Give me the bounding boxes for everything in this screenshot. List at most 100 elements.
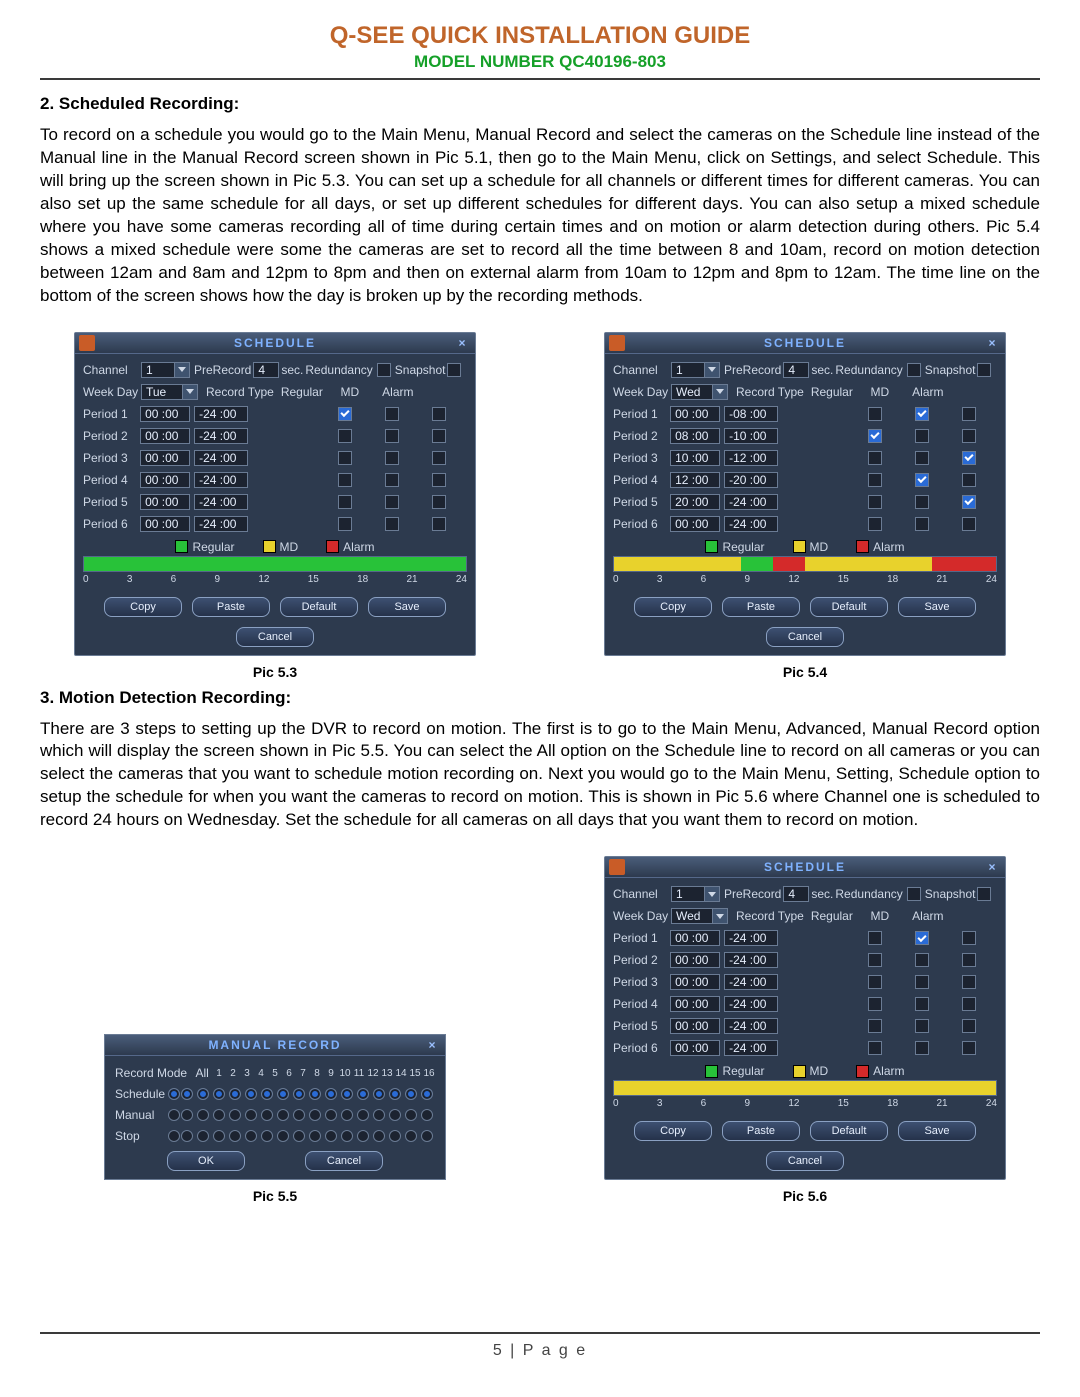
time-from[interactable]: 00 :00 xyxy=(670,930,720,946)
time-to[interactable]: -10 :00 xyxy=(724,428,778,444)
chk-alarm[interactable] xyxy=(432,517,446,531)
snapshot-checkbox[interactable] xyxy=(977,363,991,377)
radio-ch[interactable] xyxy=(405,1088,417,1100)
radio-ch[interactable] xyxy=(245,1088,257,1100)
chk-alarm[interactable] xyxy=(432,495,446,509)
time-from[interactable]: 00 :00 xyxy=(140,406,190,422)
chk-alarm[interactable] xyxy=(962,407,976,421)
paste-button[interactable]: Paste xyxy=(722,1121,800,1141)
chk-alarm[interactable] xyxy=(962,931,976,945)
time-to[interactable]: -24 :00 xyxy=(724,996,778,1012)
radio-ch[interactable] xyxy=(341,1130,353,1142)
chk-regular[interactable] xyxy=(868,997,882,1011)
redundancy-checkbox[interactable] xyxy=(907,887,921,901)
chk-regular[interactable] xyxy=(338,407,352,421)
radio-ch[interactable] xyxy=(213,1109,225,1121)
chk-regular[interactable] xyxy=(868,1041,882,1055)
snapshot-checkbox[interactable] xyxy=(447,363,461,377)
time-to[interactable]: -20 :00 xyxy=(724,472,778,488)
close-icon[interactable]: × xyxy=(985,335,1001,351)
chk-regular[interactable] xyxy=(868,517,882,531)
radio-ch[interactable] xyxy=(293,1130,305,1142)
radio-ch[interactable] xyxy=(181,1109,193,1121)
time-to[interactable]: -24 :00 xyxy=(724,1040,778,1056)
save-button[interactable]: Save xyxy=(368,597,446,617)
radio-ch[interactable] xyxy=(197,1130,209,1142)
radio-all[interactable] xyxy=(168,1109,180,1121)
time-from[interactable]: 10 :00 xyxy=(670,450,720,466)
radio-ch[interactable] xyxy=(357,1109,369,1121)
time-to[interactable]: -24 :00 xyxy=(724,1018,778,1034)
radio-ch[interactable] xyxy=(181,1130,193,1142)
chk-alarm[interactable] xyxy=(962,495,976,509)
chk-md[interactable] xyxy=(915,975,929,989)
snapshot-checkbox[interactable] xyxy=(977,887,991,901)
time-to[interactable]: -24 :00 xyxy=(724,974,778,990)
time-from[interactable]: 00 :00 xyxy=(140,472,190,488)
chk-md[interactable] xyxy=(915,451,929,465)
chk-md[interactable] xyxy=(915,1041,929,1055)
chk-md[interactable] xyxy=(915,953,929,967)
radio-ch[interactable] xyxy=(389,1109,401,1121)
close-icon[interactable]: × xyxy=(455,335,471,351)
chk-regular[interactable] xyxy=(868,473,882,487)
radio-ch[interactable] xyxy=(341,1109,353,1121)
chk-regular[interactable] xyxy=(338,451,352,465)
radio-ch[interactable] xyxy=(293,1109,305,1121)
channel-select[interactable]: 1 xyxy=(671,362,720,378)
redundancy-checkbox[interactable] xyxy=(377,363,391,377)
chk-alarm[interactable] xyxy=(962,429,976,443)
weekday-select[interactable]: Wed xyxy=(671,384,728,400)
radio-ch[interactable] xyxy=(277,1088,289,1100)
radio-ch[interactable] xyxy=(421,1088,433,1100)
time-to[interactable]: -24 :00 xyxy=(724,952,778,968)
cancel-button[interactable]: Cancel xyxy=(236,627,314,647)
chk-md[interactable] xyxy=(915,495,929,509)
radio-ch[interactable] xyxy=(341,1088,353,1100)
chk-alarm[interactable] xyxy=(432,429,446,443)
chk-alarm[interactable] xyxy=(962,997,976,1011)
chk-md[interactable] xyxy=(385,407,399,421)
cancel-button[interactable]: Cancel xyxy=(766,627,844,647)
chk-regular[interactable] xyxy=(338,495,352,509)
chk-regular[interactable] xyxy=(868,1019,882,1033)
prerecord-input[interactable]: 4 xyxy=(783,362,809,378)
chk-alarm[interactable] xyxy=(962,473,976,487)
radio-ch[interactable] xyxy=(373,1130,385,1142)
default-button[interactable]: Default xyxy=(280,597,358,617)
redundancy-checkbox[interactable] xyxy=(907,363,921,377)
radio-ch[interactable] xyxy=(373,1088,385,1100)
time-from[interactable]: 20 :00 xyxy=(670,494,720,510)
chk-alarm[interactable] xyxy=(962,451,976,465)
ok-button[interactable]: OK xyxy=(167,1151,245,1171)
radio-ch[interactable] xyxy=(213,1088,225,1100)
copy-button[interactable]: Copy xyxy=(104,597,182,617)
time-to[interactable]: -24 :00 xyxy=(724,516,778,532)
chk-alarm[interactable] xyxy=(962,975,976,989)
time-from[interactable]: 12 :00 xyxy=(670,472,720,488)
time-to[interactable]: -24 :00 xyxy=(194,406,248,422)
prerecord-input[interactable]: 4 xyxy=(253,362,279,378)
chk-regular[interactable] xyxy=(868,953,882,967)
radio-ch[interactable] xyxy=(197,1109,209,1121)
chk-alarm[interactable] xyxy=(962,1041,976,1055)
radio-ch[interactable] xyxy=(229,1109,241,1121)
radio-ch[interactable] xyxy=(293,1088,305,1100)
chk-md[interactable] xyxy=(915,407,929,421)
chk-alarm[interactable] xyxy=(962,953,976,967)
radio-ch[interactable] xyxy=(389,1088,401,1100)
chk-md[interactable] xyxy=(915,473,929,487)
weekday-select[interactable]: Tue xyxy=(141,384,198,400)
time-from[interactable]: 00 :00 xyxy=(140,450,190,466)
channel-select[interactable]: 1 xyxy=(671,886,720,902)
close-icon[interactable]: × xyxy=(425,1037,441,1053)
radio-ch[interactable] xyxy=(197,1088,209,1100)
chk-alarm[interactable] xyxy=(962,517,976,531)
time-to[interactable]: -08 :00 xyxy=(724,406,778,422)
radio-ch[interactable] xyxy=(389,1130,401,1142)
channel-select[interactable]: 1 xyxy=(141,362,190,378)
radio-ch[interactable] xyxy=(229,1130,241,1142)
radio-ch[interactable] xyxy=(245,1130,257,1142)
chk-md[interactable] xyxy=(385,451,399,465)
radio-ch[interactable] xyxy=(309,1088,321,1100)
